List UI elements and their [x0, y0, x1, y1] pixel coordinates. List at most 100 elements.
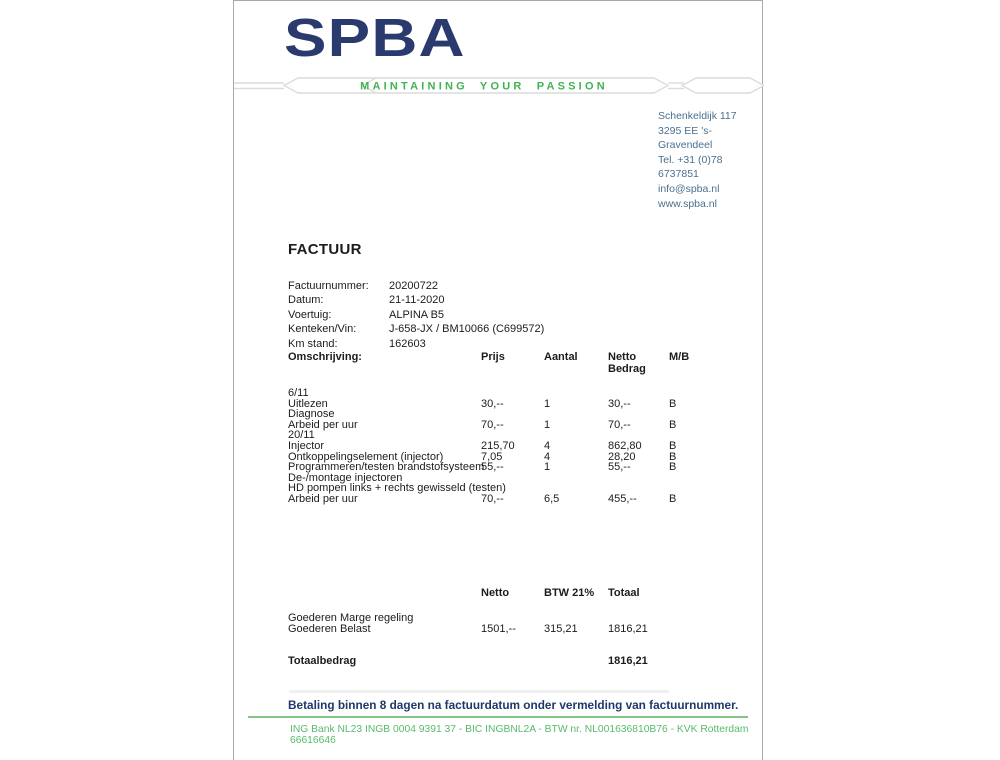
line-item-description: Uitlezen [288, 397, 328, 410]
line-items-table: Omschrijving: Prijs Aantal Netto Bedrag … [288, 351, 738, 505]
line-item-qty [544, 473, 608, 484]
line-item-qty: 4 [544, 439, 551, 452]
line-item-row: Ontkoppelingselement (injector) 7,05 4 28,2… [288, 450, 738, 463]
line-item-description: De-/montage injectoren [288, 471, 403, 484]
company-logo: SPBA [284, 8, 466, 68]
tagline-banner-graphic: MAINTAINING YOUR PASSION [234, 77, 764, 94]
line-item-qty: 6,5 [544, 492, 560, 505]
invoice-details: Factuurnummer: 20200722 Datum: 21-11-202… [288, 279, 544, 351]
contact-email: info@spba.nl [658, 182, 720, 195]
company-contact-block: Schenkeldijk 117 3295 EE 's-Gravendeel T… [658, 109, 762, 211]
detail-row-vehicle: Voertuig: ALPINA B5 [288, 308, 544, 322]
line-item-qty [544, 388, 608, 399]
contact-city: 3295 EE 's-Gravendeel [658, 124, 713, 152]
col-header-net: Netto Bedrag [608, 351, 646, 375]
line-item-description: Ontkoppelingselement (injector) [288, 450, 444, 463]
line-item-price: 7,05 [481, 450, 503, 463]
line-item-row: Injector 215,70 4 862,80 B [288, 441, 738, 452]
line-item-row: 6/11 [288, 388, 738, 399]
line-item-mb: B [669, 461, 677, 474]
grand-total-row: Totaalbedrag 1816,21 [288, 655, 738, 667]
line-item-price: 70,-- [481, 492, 504, 505]
line-item-description: Arbeid per uur [288, 492, 358, 505]
detail-row-invoice-number: Factuurnummer: 20200722 [288, 279, 544, 293]
line-item-net: 455,-- [608, 492, 637, 505]
totals-body: Goederen Marge regeling Goederen Belast … [288, 613, 738, 635]
totals-row-marge: Goederen Marge regeling [288, 613, 738, 624]
line-item-description: 6/11 [288, 387, 309, 399]
totals-col-net: Netto [481, 587, 510, 599]
line-item-mb [669, 388, 709, 399]
invoice-title: FACTUUR [288, 241, 362, 258]
detail-value: ALPINA B5 [389, 308, 445, 321]
totals-header-row: Netto BTW 21% Totaal [288, 587, 738, 599]
col-header-qty: Aantal [544, 351, 578, 363]
totals-total-value: 1816,21 [608, 623, 648, 635]
detail-value: 20200722 [389, 280, 438, 292]
col-header-price: Prijs [481, 351, 505, 363]
line-item-price [481, 388, 544, 399]
line-item-net: 70,-- [608, 418, 631, 431]
line-item-net: 28,20 [608, 450, 636, 463]
detail-row-plate-vin: Kenteken/Vin: J-658-JX / BM10066 (C69957… [288, 322, 544, 336]
totals-row-label: Goederen Belast [288, 623, 371, 635]
tagline-text: MAINTAINING YOUR PASSION [360, 81, 608, 93]
footer-divider [248, 716, 748, 718]
line-item-description: HD pompen links + rechts gewisseld (test… [288, 482, 506, 495]
line-item-row: De-/montage injectoren [288, 471, 738, 484]
line-item-price: 70,-- [481, 418, 504, 431]
col-header-description: Omschrijving: [288, 351, 362, 363]
contact-street: Schenkeldijk 117 [658, 110, 737, 122]
grand-total-value: 1816,21 [608, 655, 648, 667]
detail-label: Voertuig: [288, 308, 332, 321]
line-item-row: Arbeid per uur 70,-- 6,5 455,-- B [288, 494, 738, 505]
detail-row-mileage: Km stand: 162603 [288, 337, 544, 351]
line-item-price: 30,-- [481, 397, 504, 410]
totals-section: Netto BTW 21% Totaal Goederen Marge rege… [288, 587, 738, 667]
line-item-description: Arbeid per uur [288, 418, 358, 431]
line-item-qty [544, 430, 608, 441]
line-item-description: Diagnose [288, 408, 335, 421]
line-item-row: 20/11 [288, 430, 738, 441]
contact-phone: Tel. +31 (0)78 6737851 [658, 153, 723, 181]
totals-row-label: Goederen Marge regeling [288, 612, 414, 624]
line-item-row: HD pompen links + rechts gewisseld (test… [288, 483, 738, 494]
contact-website: www.spba.nl [658, 197, 717, 210]
grand-total-label: Totaalbedrag [288, 655, 357, 667]
line-item-mb: B [669, 450, 677, 463]
line-item-qty: 1 [544, 461, 551, 474]
line-items-body: 6/11 Uitlezen 30,-- 1 30,-- B Diagnose Arbeid p… [288, 388, 738, 505]
detail-label: Factuurnummer: [288, 280, 369, 292]
detail-label: Datum: [288, 294, 324, 307]
line-item-mb [669, 473, 709, 484]
line-item-description: Programmeren/testen brandstofsysteem [288, 461, 485, 474]
line-item-mb: B [669, 397, 677, 410]
line-item-price: 215,70 [481, 439, 515, 452]
detail-row-date: Datum: 21-11-2020 [288, 293, 544, 307]
line-item-row: Uitlezen 30,-- 1 30,-- B [288, 397, 738, 410]
line-item-price: 55,-- [481, 461, 504, 474]
line-item-description: Injector [288, 439, 325, 452]
detail-label: Kenteken/Vin: [288, 323, 357, 336]
detail-value: 21-11-2020 [389, 294, 445, 307]
line-items-header-row: Omschrijving: Prijs Aantal Netto Bedrag … [288, 351, 738, 375]
line-item-mb: B [669, 418, 677, 431]
line-item-row: Diagnose [288, 409, 738, 420]
line-item-mb: B [669, 492, 677, 505]
detail-value: J-658-JX / BM10066 (C699572) [389, 323, 545, 336]
line-item-mb: B [669, 439, 677, 452]
totals-row-belast: Goederen Belast 1501,-- 315,21 1816,21 [288, 624, 738, 635]
line-item-qty [544, 409, 608, 420]
totals-col-total: Totaal [608, 587, 640, 599]
line-item-net: 55,-- [608, 461, 631, 474]
line-item-net: 30,-- [608, 397, 631, 410]
line-item-row: Programmeren/testen brandstofsysteem 55,-… [288, 462, 738, 473]
line-item-qty: 4 [544, 450, 551, 463]
detail-label: Km stand: [288, 337, 338, 350]
line-item-net [608, 388, 669, 399]
scan-artifact [289, 690, 669, 693]
line-item-qty: 1 [544, 397, 551, 410]
totals-col-vat: BTW 21% [544, 587, 595, 599]
bank-details-line: ING Bank NL23 INGB 0004 9391 37 - BIC IN… [290, 724, 749, 746]
totals-net-value: 1501,-- [481, 623, 516, 635]
